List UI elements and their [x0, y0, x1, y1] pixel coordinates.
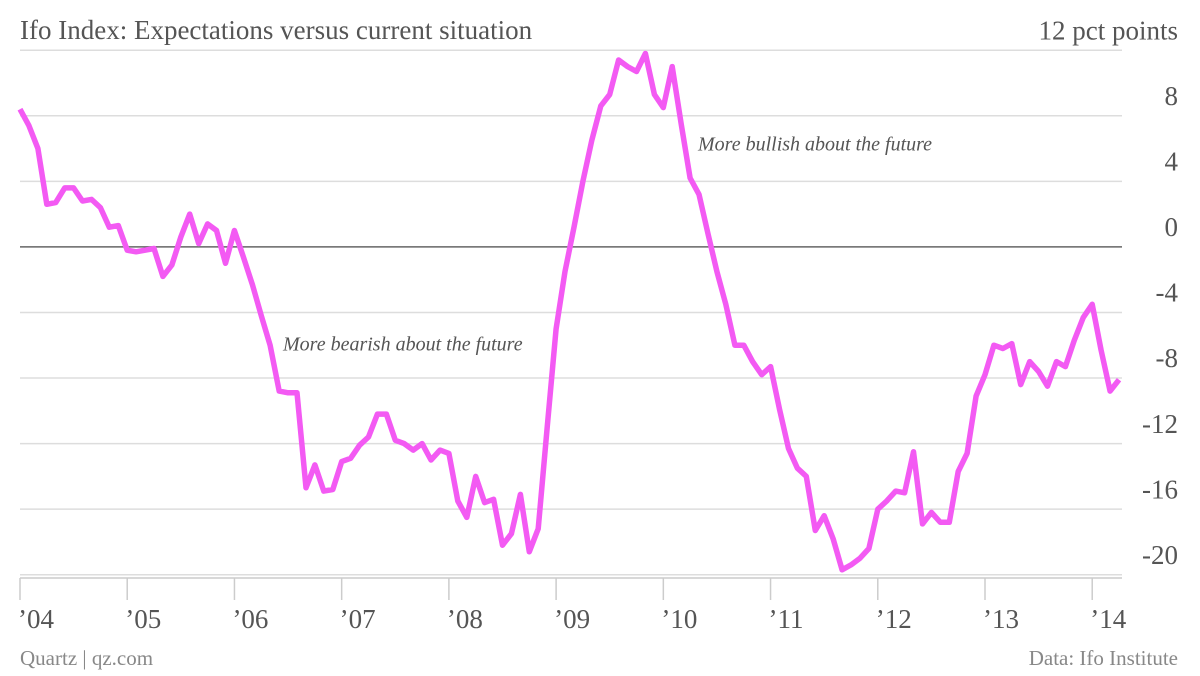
- x-tick-label: ’11: [769, 604, 804, 634]
- x-tick-label: ’04: [18, 604, 54, 634]
- x-tick-label: ’05: [125, 604, 161, 634]
- chart-title: Ifo Index: Expectations versus current s…: [20, 15, 533, 45]
- x-tick-label: ’12: [876, 604, 912, 634]
- y-tick-label: -16: [1142, 474, 1178, 504]
- y-tick-label: 4: [1165, 147, 1179, 177]
- y-tick-label: -20: [1142, 540, 1178, 570]
- line: [17, 50, 1122, 573]
- credit: Quartz | qz.com: [20, 646, 153, 670]
- x-tick-label: ’08: [447, 604, 483, 634]
- y-tick-label: 12 pct points: [1039, 15, 1179, 45]
- x-tick-label: ’07: [340, 604, 376, 634]
- y-tick-label: -8: [1156, 343, 1179, 373]
- annotation: More bullish about the future: [697, 134, 932, 156]
- annotation: More bearish about the future: [282, 334, 523, 356]
- x-tick-label: ’06: [232, 604, 268, 634]
- source: Data: Ifo Institute: [1029, 646, 1178, 670]
- y-tick-label: -12: [1142, 409, 1178, 439]
- y-tick-label: 0: [1165, 212, 1179, 242]
- y-tick-label: -4: [1156, 278, 1179, 308]
- x-tick-label: ’09: [554, 604, 590, 634]
- x-tick-label: ’13: [983, 604, 1019, 634]
- y-tick-label: 8: [1165, 81, 1179, 111]
- x-tick-label: ’10: [661, 604, 697, 634]
- x-tick-label: ’14: [1090, 604, 1126, 634]
